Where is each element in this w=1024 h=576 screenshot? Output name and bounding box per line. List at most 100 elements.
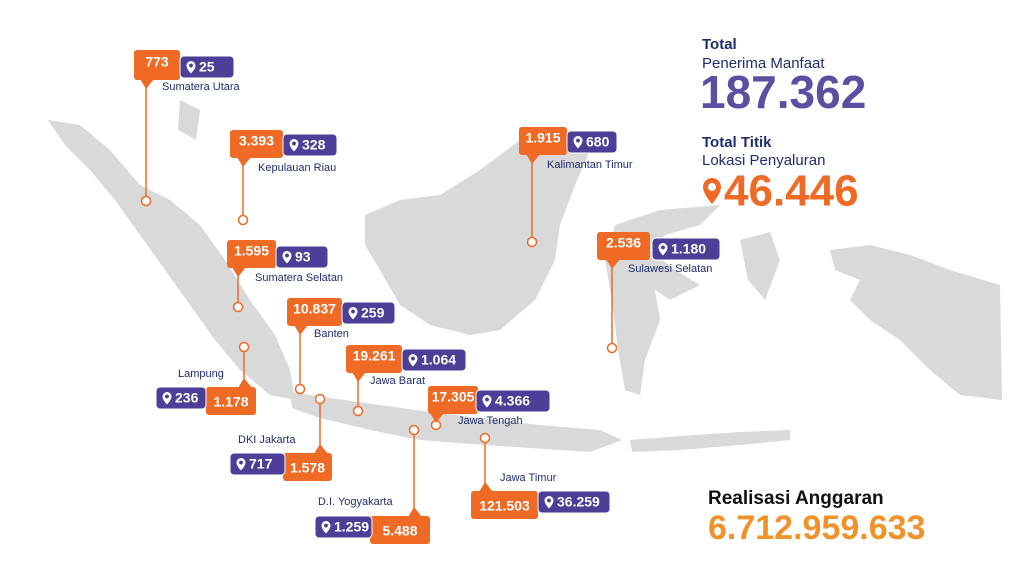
location-marker xyxy=(237,214,249,226)
beneficiaries-badge xyxy=(346,345,402,373)
region-name: Jawa Barat xyxy=(370,375,425,387)
beneficiaries-value: 19.261 xyxy=(353,348,396,364)
callout-pointer xyxy=(314,444,328,454)
points-value: 259 xyxy=(361,305,385,321)
points-value: 236 xyxy=(175,390,199,406)
region-name: Kalimantan Timur xyxy=(547,159,633,171)
callout-pointer xyxy=(232,267,246,277)
beneficiaries-badge xyxy=(428,386,478,414)
callout-pointer xyxy=(479,482,493,492)
region-name: Banten xyxy=(314,328,349,340)
pin-icon xyxy=(162,392,172,405)
summary-subtitle: Lokasi Penyaluran xyxy=(702,152,825,169)
beneficiaries-value: 1.578 xyxy=(290,460,325,476)
summary: Total Penerima Manfaat 187.362 Total Tit… xyxy=(700,36,925,547)
beneficiaries-badge xyxy=(134,50,180,80)
points-value: 25 xyxy=(199,59,215,75)
location-marker xyxy=(352,405,364,417)
beneficiaries-value: 10.837 xyxy=(293,301,336,317)
callout-pointer xyxy=(294,325,308,335)
beneficiaries-badge xyxy=(206,387,256,415)
points-badge xyxy=(314,515,373,539)
beneficiaries-badge xyxy=(230,130,283,158)
location-marker xyxy=(140,195,152,207)
map xyxy=(48,100,1002,452)
beneficiaries-value: 17.305 xyxy=(432,389,475,405)
nusa-tenggara xyxy=(630,430,790,452)
summary-subtitle: Penerima Manfaat xyxy=(702,55,825,72)
points-badge xyxy=(341,301,396,325)
pin-icon xyxy=(321,521,331,534)
pin-icon xyxy=(658,243,668,256)
region-name: Sumatera Selatan xyxy=(255,272,343,284)
callout-pointer xyxy=(352,372,366,382)
location-marker xyxy=(314,393,326,405)
beneficiaries-badge xyxy=(597,232,650,260)
beneficiaries-badge xyxy=(519,127,567,155)
pin-icon xyxy=(573,136,583,149)
beneficiaries-badge xyxy=(287,298,342,326)
summary-title: Total xyxy=(702,36,737,53)
beneficiaries-value: 2.536 xyxy=(606,235,641,251)
callout-pointer xyxy=(430,413,444,423)
points-badge xyxy=(282,133,338,157)
java xyxy=(290,392,622,452)
pin-icon xyxy=(289,139,299,152)
beneficiaries-badge xyxy=(283,453,332,481)
pin-icon xyxy=(282,251,292,264)
beneficiaries-value: 121.503 xyxy=(479,498,530,514)
points-badge xyxy=(651,237,721,261)
beneficiaries-value: 3.393 xyxy=(239,133,274,149)
beneficiaries-value: 5.488 xyxy=(382,523,417,539)
region-name: Jawa Timur xyxy=(500,472,557,484)
points-value: 680 xyxy=(586,134,610,150)
points-badge xyxy=(537,490,611,514)
region-name: D.I. Yogyakarta xyxy=(318,496,393,508)
location-marker xyxy=(606,342,618,354)
callout-pointer xyxy=(140,79,154,89)
beneficiaries-badge xyxy=(370,516,430,544)
points-value: 93 xyxy=(295,249,311,265)
callout-pointer xyxy=(526,154,540,164)
budget-total: 6.712.959.633 xyxy=(708,509,925,547)
callout-pointer xyxy=(237,157,251,167)
pin-icon xyxy=(544,496,554,509)
beneficiaries-value: 1.595 xyxy=(234,243,269,259)
pin-icon xyxy=(186,61,196,74)
beneficiaries-badge xyxy=(471,491,538,519)
papua xyxy=(830,245,1002,400)
points-badge xyxy=(475,389,551,413)
points-value: 1.180 xyxy=(671,241,706,257)
region-badges: 773 25 Sumatera Utara 3.393 328 Kepulauan Ria… xyxy=(134,50,721,544)
pin-icon xyxy=(348,307,358,320)
beneficiaries-value: 1.915 xyxy=(525,130,560,146)
points-badge xyxy=(401,348,467,372)
region-name: Jawa Tengah xyxy=(458,415,523,427)
region-name: Sumatera Utara xyxy=(162,81,241,93)
maluku xyxy=(740,232,780,300)
beneficiaries-total: 187.362 xyxy=(700,66,866,118)
pin-icon xyxy=(236,458,246,471)
beneficiaries-value: 773 xyxy=(145,54,169,70)
region-name: DKI Jakarta xyxy=(238,434,296,446)
pin-icon xyxy=(482,395,492,408)
points-badge xyxy=(179,55,235,79)
callout-pointer xyxy=(238,378,252,388)
points-value: 1.064 xyxy=(421,352,456,368)
points-total: 46.446 xyxy=(724,167,859,216)
summary-title: Total Titik xyxy=(702,134,772,151)
region-name: Lampung xyxy=(178,368,224,380)
riau-islands xyxy=(178,100,200,140)
location-marker xyxy=(294,383,306,395)
sumatra xyxy=(48,120,295,400)
callout-pointer xyxy=(606,259,620,269)
location-marker xyxy=(238,341,250,353)
points-value: 1.259 xyxy=(334,519,369,535)
callout-pointer xyxy=(408,507,422,517)
points-value: 36.259 xyxy=(557,494,600,510)
location-marker xyxy=(408,424,420,436)
points-value: 717 xyxy=(249,456,273,472)
pin-icon xyxy=(408,354,418,367)
points-badge xyxy=(229,452,286,476)
